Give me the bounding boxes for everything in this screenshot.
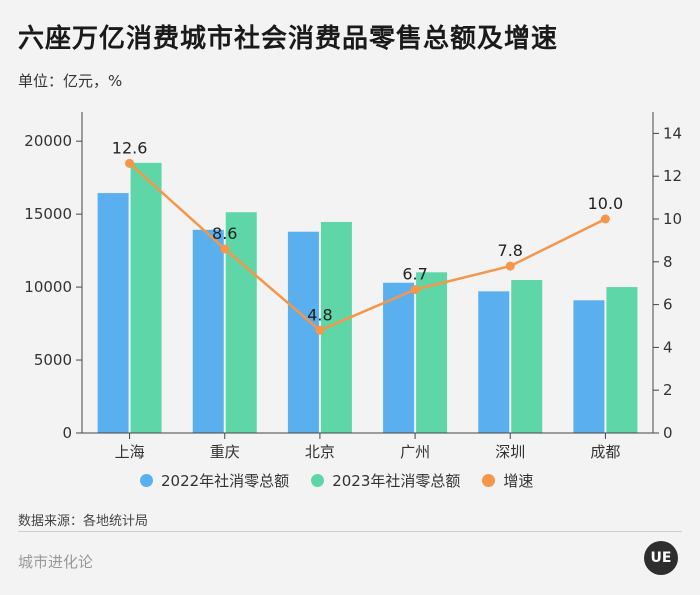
growth-data-label: 12.6 xyxy=(112,138,148,157)
y-left-tick-label: 10000 xyxy=(24,278,72,296)
y-left-tick-label: 20000 xyxy=(24,132,72,150)
x-tick-label: 北京 xyxy=(305,443,335,461)
bar-2022 xyxy=(478,291,510,433)
y-left-tick-label: 15000 xyxy=(24,205,72,223)
legend-item-growth: 增速 xyxy=(482,470,533,491)
y-left-tick-label: 5000 xyxy=(34,351,72,369)
y-left-tick-label: 0 xyxy=(62,424,72,442)
legend: 2022年社消零总额 2023年社消零总额 增速 xyxy=(140,470,533,491)
growth-data-label: 10.0 xyxy=(588,194,624,213)
legend-label-2022: 2022年社消零总额 xyxy=(161,472,290,490)
combo-chart: 0 5000 10000 15000 20000 0 2 4 6 8 10 12 14 上海 重庆 北京 广州 深… xyxy=(24,112,682,461)
y-right-tick-label: 0 xyxy=(663,424,673,442)
bar-2023 xyxy=(416,272,448,433)
growth-line xyxy=(128,162,606,332)
growth-point xyxy=(505,261,515,271)
bar-2023 xyxy=(130,162,162,434)
x-tick-label: 广州 xyxy=(400,443,430,461)
y-right-tick-label: 12 xyxy=(663,167,682,185)
growth-data-label: 8.6 xyxy=(212,224,237,243)
legend-item-2022: 2022年社消零总额 xyxy=(140,470,289,491)
legend-label-2023: 2023年社消零总额 xyxy=(332,472,461,490)
legend-swatch-growth xyxy=(482,474,496,487)
legend-item-2023: 2023年社消零总额 xyxy=(311,470,460,491)
chart-title: 六座万亿消费城市社会消费品零售总额及增速 xyxy=(18,24,559,54)
unit-label: 单位：亿元，% xyxy=(18,72,123,90)
growth-point xyxy=(125,158,135,168)
growth-point xyxy=(600,214,610,224)
growth-point xyxy=(410,285,420,295)
bar-2023 xyxy=(606,287,638,433)
growth-point xyxy=(315,325,325,335)
bar-2022 xyxy=(383,282,415,433)
footer-divider xyxy=(18,531,682,532)
bar-2022 xyxy=(97,193,129,433)
y-right-tick-label: 8 xyxy=(663,253,673,271)
bar-2022 xyxy=(287,231,319,433)
growth-data-label: 7.8 xyxy=(498,241,523,260)
growth-point xyxy=(220,244,230,254)
x-tick-label: 成都 xyxy=(590,443,620,461)
bar-2023 xyxy=(225,212,257,433)
y-right-tick-label: 2 xyxy=(663,381,673,399)
growth-data-label: 6.7 xyxy=(402,265,427,284)
legend-swatch-2022 xyxy=(140,474,153,487)
y-right-tick-label: 10 xyxy=(663,210,682,228)
x-tick-label: 上海 xyxy=(115,443,145,461)
legend-label-growth: 增速 xyxy=(503,472,534,490)
brand-logo-icon: UE xyxy=(644,541,678,575)
bar-2022 xyxy=(192,229,224,433)
y-right-tick-label: 14 xyxy=(663,124,682,142)
x-tick-label: 深圳 xyxy=(495,443,525,461)
legend-swatch-2023 xyxy=(311,474,325,487)
bar-2022 xyxy=(573,300,605,433)
y-right-tick-label: 6 xyxy=(663,296,673,314)
x-tick-label: 重庆 xyxy=(210,443,240,461)
bar-2023 xyxy=(511,279,543,433)
growth-data-label: 4.8 xyxy=(307,305,332,324)
y-right-tick-label: 4 xyxy=(663,338,673,356)
data-source: 数据来源：各地统计局 xyxy=(18,514,149,529)
brand-name: 城市进化论 xyxy=(18,553,94,571)
